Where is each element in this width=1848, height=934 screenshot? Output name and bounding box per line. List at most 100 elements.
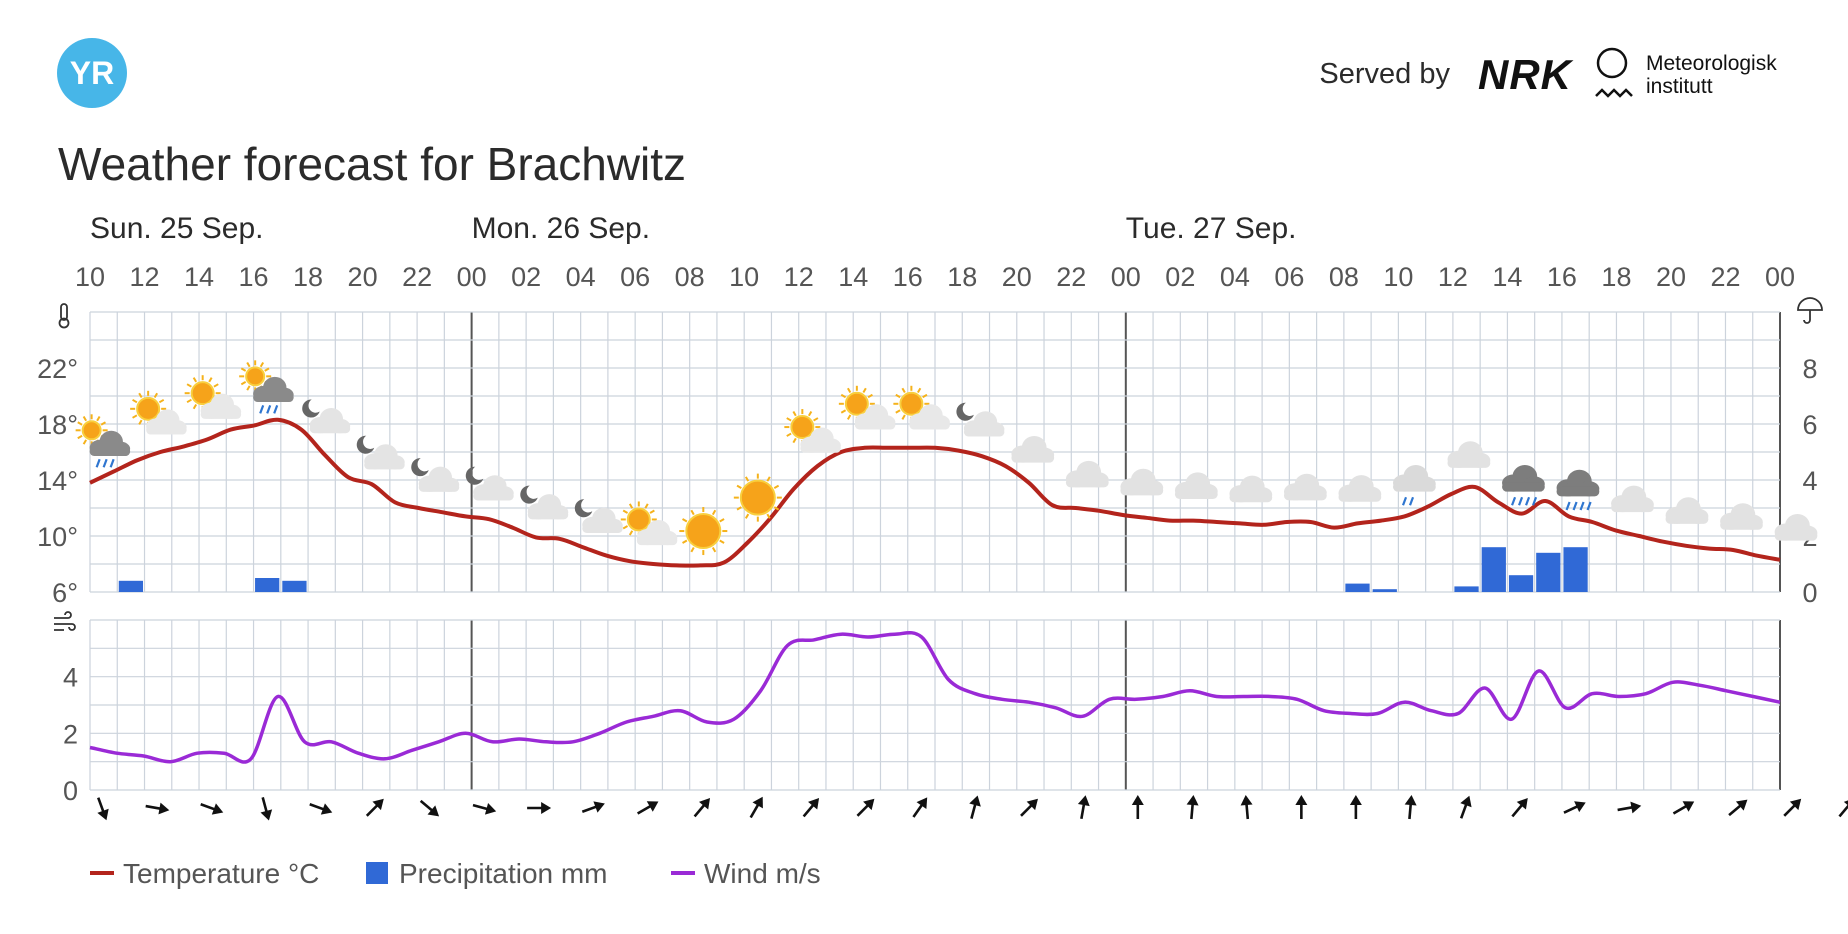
sun-ray — [901, 387, 906, 394]
wind-arrow-head — [211, 803, 224, 815]
hour-label: 00 — [1111, 262, 1141, 292]
sun-ray — [840, 409, 847, 414]
cloudy-icon — [1229, 475, 1273, 503]
clear-day-icon — [733, 473, 782, 522]
partly-cloudy-day-icon — [893, 385, 950, 430]
wind-arrow-icon — [1617, 801, 1642, 814]
nrk-logo[interactable]: NRK — [1478, 51, 1574, 98]
cloudy-night-icon — [465, 466, 514, 501]
rain-drop — [266, 404, 272, 414]
sun-ray — [96, 415, 101, 422]
sun-ray — [682, 518, 688, 523]
sun-ray — [846, 387, 852, 394]
hour-labels: 10 12 14 16 18 20 22 00 02 04 06 08 10 12 14 16 18 20 22 00… — [75, 262, 1795, 292]
wind-tick-label: 4 — [63, 663, 78, 693]
sun-disc — [190, 381, 215, 406]
sun-disc — [790, 415, 815, 440]
wind-arrow-head — [1240, 795, 1253, 806]
rain-drop — [1511, 496, 1517, 506]
temperature-tick-label: 18° — [37, 410, 78, 440]
partly-cloudy-day-icon — [130, 390, 187, 435]
cloud-part — [364, 460, 405, 470]
sun-ray — [711, 546, 717, 553]
cloudy-night-icon — [411, 458, 460, 492]
wind-arrow-icon — [419, 799, 440, 817]
wind-arrow-icon — [1186, 795, 1199, 820]
hour-label: 12 — [784, 262, 814, 292]
yr-logo-circle — [57, 38, 127, 108]
sun-ray — [192, 403, 198, 410]
rain-drop — [1586, 501, 1592, 511]
wind-arrow-head — [158, 802, 170, 815]
moon-crescent — [520, 485, 538, 504]
cloud-part — [963, 427, 1005, 437]
wind-arrow-icon — [1020, 798, 1038, 817]
met-logo-line2: institutt — [1646, 75, 1713, 98]
wind-arrow-head — [969, 795, 981, 807]
cloud-part — [1556, 486, 1600, 497]
wind-tick-label: 2 — [63, 719, 78, 749]
hour-label: 18 — [947, 262, 977, 292]
precipitation-tick-label: 6 — [1802, 410, 1817, 440]
sun-ray — [153, 392, 159, 399]
cloudy-icon — [1011, 435, 1055, 463]
temperature-tick-label: 10° — [37, 522, 78, 552]
cloud-part — [1720, 520, 1763, 530]
heavy-rain-icon — [1502, 464, 1545, 506]
hour-label: 16 — [893, 262, 923, 292]
rain-drop — [109, 458, 115, 468]
sun-ray — [138, 419, 143, 425]
sun-ray — [922, 393, 928, 399]
sun-ray — [917, 387, 922, 394]
sun-ray — [773, 484, 780, 489]
sun-ray — [246, 361, 251, 368]
rain-drop — [273, 404, 279, 414]
hour-label: 16 — [239, 262, 269, 292]
sun-ray — [132, 398, 138, 404]
precipitation-bar — [118, 580, 144, 592]
sun-ray — [744, 476, 750, 482]
precipitation-bar — [1536, 552, 1561, 592]
sun-ray — [158, 398, 165, 404]
hour-label: 00 — [1765, 262, 1795, 292]
wind-arrow-head — [916, 797, 928, 809]
wind-arrow-head — [372, 798, 384, 811]
yr-logo[interactable]: YR — [57, 38, 127, 108]
sun-ray — [628, 530, 634, 536]
cloud-part — [1338, 492, 1382, 502]
wind-arrow-head — [1735, 799, 1748, 811]
cloudy-icon — [1338, 475, 1382, 502]
wind-arrow-icon — [97, 797, 109, 821]
wind-arrow-head — [97, 808, 109, 821]
wind-arrow-icon — [1783, 798, 1802, 817]
cloud-part — [309, 424, 351, 434]
legend-item: Wind m/s — [671, 858, 821, 889]
cloud-part — [1174, 489, 1218, 499]
rain-drop — [1572, 501, 1578, 511]
sun-ray — [690, 509, 695, 516]
moon-crescent — [411, 458, 429, 477]
sun-ray — [138, 392, 143, 399]
legend: Temperature °C Precipitation mm Wind m/s — [90, 858, 821, 889]
wind-arrow-head — [808, 798, 820, 810]
sun-disc — [626, 507, 651, 532]
wind-arrow-icon — [693, 798, 711, 818]
cloud-part — [1120, 485, 1164, 496]
wind-arrow-icon — [912, 797, 928, 818]
wind-arrow-head — [752, 796, 763, 809]
wind-arrow-icon — [636, 801, 659, 815]
met-institute-logo[interactable]: Meteorologisk institutt — [1595, 47, 1777, 98]
cloud-part — [1229, 492, 1273, 503]
cloudy-icon — [1120, 468, 1164, 496]
hour-label: 04 — [566, 262, 596, 292]
wind-arrow-icon — [1131, 795, 1144, 819]
wind-line — [89, 631, 1781, 764]
precipitation-tick-label: 4 — [1802, 466, 1817, 496]
wind-arrow-head — [863, 798, 875, 811]
hour-label: 02 — [1165, 262, 1195, 292]
wind-arrow-icon — [969, 795, 981, 819]
precipitation-tick-label: 0 — [1802, 578, 1817, 608]
sun-ray — [840, 393, 847, 399]
sun-ray — [240, 380, 247, 386]
cloud-part — [1283, 490, 1327, 501]
